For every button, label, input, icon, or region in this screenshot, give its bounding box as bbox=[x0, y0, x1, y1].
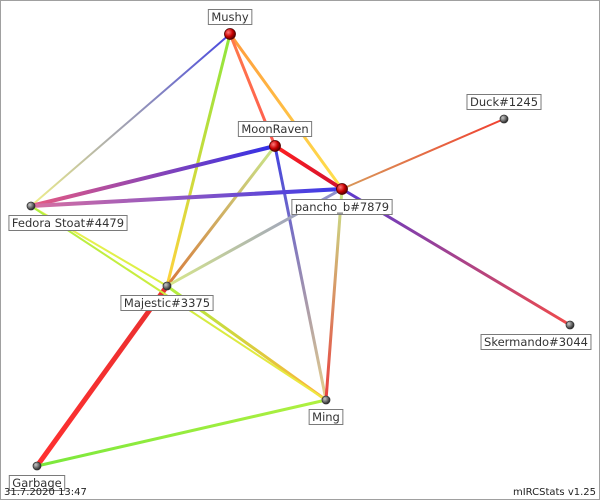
node-label-ming: Ming bbox=[309, 410, 343, 425]
node-moonraven-icon bbox=[270, 141, 281, 152]
node-label-text: Fedora Stoat#4479 bbox=[12, 216, 124, 230]
node-label-text: Duck#1245 bbox=[470, 95, 538, 109]
credit-label: mIRCStats v1.25 bbox=[513, 487, 596, 498]
node-label-text: Mushy bbox=[211, 10, 248, 24]
edge-moonraven-ming bbox=[275, 146, 326, 400]
node-label-mushy: Mushy bbox=[208, 10, 251, 25]
node-mushy-icon bbox=[225, 29, 236, 40]
node-pancho-icon bbox=[337, 184, 348, 195]
node-majestic-icon bbox=[163, 282, 171, 290]
edge-moonraven-pancho bbox=[275, 146, 342, 189]
edge-moonraven-fedora bbox=[31, 146, 275, 206]
node-label-majestic: Majestic#3375 bbox=[121, 296, 213, 311]
node-label-text: Ming bbox=[312, 410, 340, 424]
node-label-fedora: Fedora Stoat#4479 bbox=[9, 216, 127, 231]
node-fedora-icon bbox=[27, 202, 35, 210]
node-label-pancho: pancho_b#7879 bbox=[292, 200, 392, 215]
node-label-skermando: Skermando#3044 bbox=[481, 335, 591, 350]
edge-pancho-duck bbox=[342, 119, 504, 189]
node-label-text: pancho_b#7879 bbox=[295, 200, 389, 214]
node-label-text: MoonRaven bbox=[241, 122, 308, 136]
timestamp-label: 31.7.2020 13:47 bbox=[4, 487, 87, 498]
node-label-text: Majestic#3375 bbox=[124, 296, 210, 310]
edge-mushy-pancho bbox=[230, 34, 342, 189]
node-label-duck: Duck#1245 bbox=[467, 95, 541, 110]
edge-pancho-ming bbox=[326, 189, 342, 400]
node-label-moonraven: MoonRaven bbox=[238, 122, 311, 137]
node-label-text: Skermando#3044 bbox=[484, 335, 588, 349]
node-ming-icon bbox=[322, 396, 330, 404]
edge-majestic-garbage bbox=[37, 286, 167, 466]
node-skermando-icon bbox=[566, 321, 574, 329]
node-duck-icon bbox=[500, 115, 508, 123]
node-garbage-icon bbox=[33, 462, 41, 470]
